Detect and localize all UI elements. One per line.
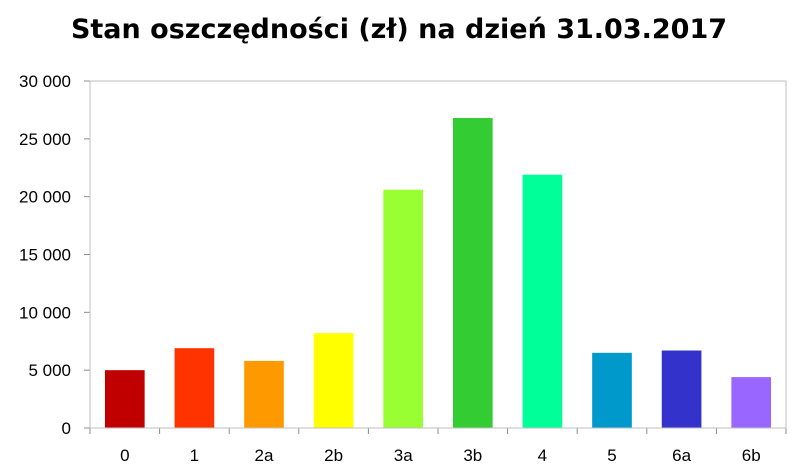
bar-6a [661, 350, 702, 428]
plot-area-border [89, 80, 787, 429]
plot-frame [89, 80, 787, 429]
y-axis: 0 5 000 10 000 15 000 20 000 25 000 30 000 [19, 72, 91, 438]
bar-0 [104, 370, 145, 428]
y-tick-label: 25 000 [19, 130, 71, 149]
x-tick-label: 3b [463, 446, 482, 465]
x-tick-label: 4 [538, 446, 547, 465]
y-tick-label: 20 000 [19, 188, 71, 207]
x-tick-label: 2b [324, 446, 343, 465]
x-tick-label: 0 [120, 446, 129, 465]
x-tick-label: 1 [190, 446, 199, 465]
y-tick-label: 15 000 [19, 246, 71, 265]
y-tick-label: 30 000 [19, 72, 71, 91]
x-tick-label: 6b [742, 446, 761, 465]
y-tick-label: 10 000 [19, 303, 71, 322]
bar-4 [522, 174, 563, 428]
bars [104, 118, 772, 428]
x-tick-label: 3a [394, 446, 413, 465]
bar-3b [452, 118, 493, 428]
x-axis: 0 1 2a 2b 3a 3b 4 5 6a 6b [89, 427, 787, 465]
bar-3a [383, 189, 424, 428]
bar-2b [313, 333, 354, 428]
x-tick-label: 5 [607, 446, 616, 465]
y-tick-label: 0 [62, 419, 71, 438]
x-tick-label: 6a [672, 446, 691, 465]
bar-5 [592, 352, 632, 428]
x-tick-label: 2a [255, 446, 274, 465]
bar-2a [244, 360, 284, 428]
y-tick-label: 5 000 [28, 361, 71, 380]
chart-title: Stan oszczędności (zł) na dzień 31.03.20… [70, 14, 728, 45]
bar-1 [174, 348, 215, 428]
bar-6b [731, 377, 772, 428]
